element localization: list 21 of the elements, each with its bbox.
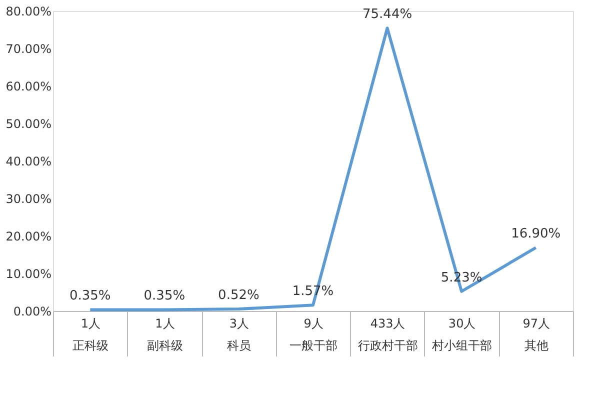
y-tick-label: 40.00% (6, 154, 52, 168)
data-label: 16.90% (511, 226, 561, 242)
y-tick-label: 50.00% (6, 117, 52, 131)
y-tick-label: 20.00% (6, 230, 52, 244)
data-label: 75.44% (362, 7, 412, 22)
x-tick-label: 9人一般干部 (290, 316, 338, 352)
y-tick-label: 70.00% (6, 42, 52, 56)
y-tick-label: 60.00% (6, 80, 52, 94)
x-tick-label: 433人行政村干部 (358, 316, 418, 352)
data-label: 0.35% (69, 288, 111, 304)
x-tick-label: 1人副科级 (146, 316, 183, 352)
y-tick-label: 0.00% (13, 304, 52, 318)
x-tick-label: 3人科员 (227, 316, 252, 352)
y-tick-label: 10.00% (6, 267, 52, 281)
x-tick-label: 97人其他 (522, 316, 550, 352)
y-tick-label: 30.00% (6, 192, 52, 206)
data-label: 0.35% (144, 288, 186, 304)
x-tick-label: 1人正科级 (72, 316, 109, 352)
y-tick-label: 80.00% (6, 4, 52, 18)
data-label: 0.52% (218, 288, 260, 304)
x-tick-label: 30人村小组干部 (431, 316, 492, 352)
